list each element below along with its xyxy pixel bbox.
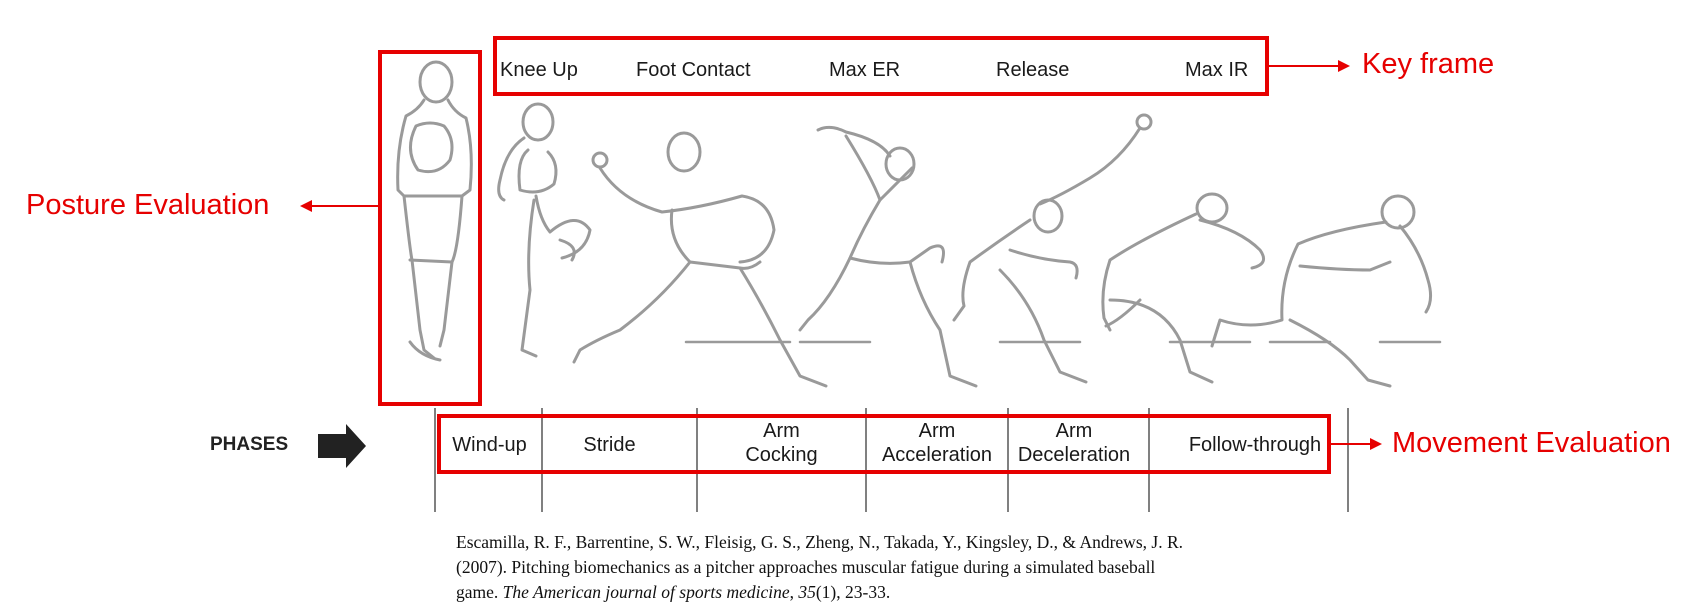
key-frame-release: Release [996,59,1070,81]
pitcher-figure-follow-through [1210,194,1433,388]
movement-evaluation-annotation: Movement Evaluation [1392,427,1671,459]
phase-wind-up: Wind-up [452,434,527,456]
key-frame-annotation: Key frame [1362,48,1495,80]
phase-arm-acceleration: Arm Acceleration [881,420,993,466]
phases-arrow-icon [318,424,366,468]
pitcher-figure-release [952,113,1153,384]
key-frame-box [493,36,1269,96]
pitcher-figure-standing [396,60,473,362]
key-frame-foot-contact: Foot Contact [636,59,751,81]
citation-journal: The American journal of sports medicine [502,582,790,602]
citation-line-1: Escamilla, R. F., Barrentine, S. W., Fle… [456,532,1183,552]
phase-arm-cocking: Arm Cocking [745,420,818,466]
movement-box [437,414,1331,474]
posture-evaluation-annotation: Posture Evaluation [26,189,270,221]
key-frame-max-ir: Max IR [1185,59,1249,81]
key-frame-max-er: Max ER [829,59,901,81]
phases-label: PHASES [210,434,289,455]
citation-volume: 35 [798,582,816,602]
key-frame-knee-up: Knee Up [500,59,578,81]
citation: Escamilla, R. F., Barrentine, S. W., Fle… [456,530,1356,605]
posture-box [378,50,482,406]
citation-line-3: game. The American journal of sports med… [456,582,891,602]
pitcher-figure-max-er [798,125,978,388]
phase-stride: Stride [583,434,636,456]
annotation-arrows [300,60,1382,450]
pitcher-figure-foot-contact [572,131,828,388]
citation-line-2: (2007). Pitching biomechanics as a pitch… [456,557,1156,577]
phase-arm-deceleration: Arm Deceleration [1017,420,1131,466]
phase-divider-lines [434,408,1349,512]
pitcher-figure-knee-up [497,102,592,358]
phase-follow-through: Follow-through [1188,434,1322,456]
pitcher-figure-max-ir [1101,192,1266,384]
